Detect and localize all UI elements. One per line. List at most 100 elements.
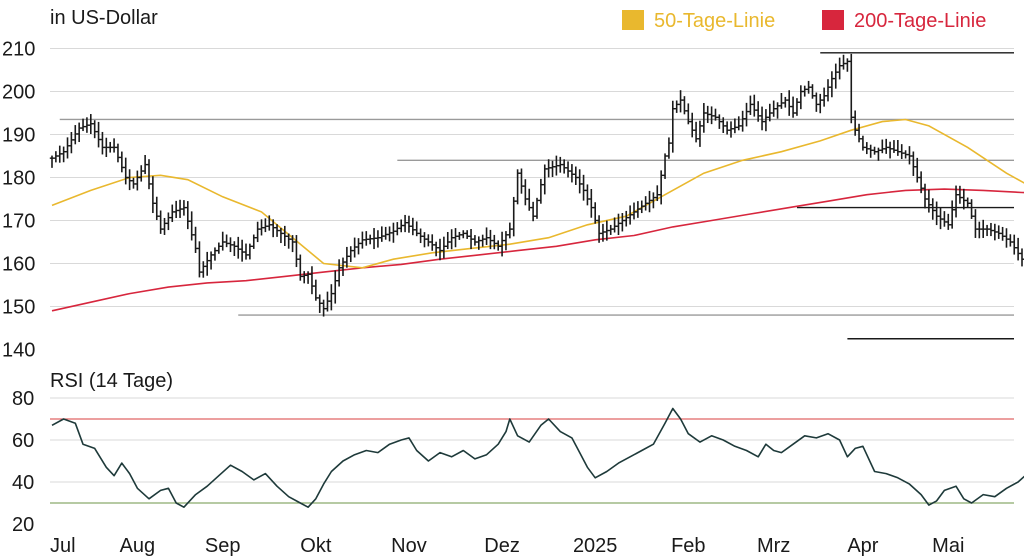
price-bar [876,147,881,161]
price-bar [523,179,528,206]
price-bar [996,225,1001,239]
x-tick-label: Mai [932,535,964,557]
price-bar [49,155,55,168]
price-bar [492,234,497,250]
price-bar [511,196,516,237]
price-bar [197,241,202,278]
price-bar [309,266,315,295]
price-bar [177,199,183,218]
price-bar [1019,248,1024,267]
price-bar [798,85,804,110]
price-bar [515,169,520,205]
price-bar [988,222,994,237]
price-bar [833,63,838,89]
legend-swatch-sma200 [822,10,844,30]
price-bar [193,226,198,253]
price-bar [282,225,287,246]
price-bar [860,135,866,151]
price-bar [542,164,547,195]
price-bar [724,121,730,135]
price-bar [790,96,796,118]
price-bar [977,221,982,239]
price-bar [519,168,524,194]
price-bar [915,157,920,183]
price-bar [472,235,478,246]
price-bar [643,196,648,211]
price-bar [313,279,319,301]
price-bar [88,114,93,135]
price-bar [127,169,132,191]
price-bar [759,106,765,131]
price-bar [849,53,854,124]
price-bar [453,228,458,248]
price-bar [946,213,951,230]
price-bar [321,299,326,317]
price-bar [158,210,163,234]
price-bar [624,210,629,227]
price-bar [771,100,776,117]
price-tick-label: 190 [2,125,35,147]
x-tick-label: Apr [847,535,878,557]
price-bar [189,211,194,241]
price-bar [352,237,357,258]
price-bar [247,243,253,260]
price-bar [302,271,307,284]
price-tick-label: 140 [2,340,35,362]
price-bar [697,120,703,147]
price-bar [375,230,381,248]
price-bar [880,139,885,154]
x-tick-label: Dez [484,535,520,557]
price-bar [930,198,935,220]
rsi-series-line [51,407,1024,508]
price-bar [709,106,714,125]
price-bar [938,207,943,230]
tick-labels: 140 150 160 170 180 190 200 210 20 40 60 80 Jul Aug Se… [2,39,964,558]
price-bar [953,185,959,218]
price-bar [457,231,462,240]
price-bar [585,184,590,206]
price-bar [573,166,578,185]
price-bar [216,242,222,254]
price-bar [1000,226,1005,241]
price-bar [131,177,136,189]
price-bar [484,227,489,245]
price-bar [682,96,687,115]
price-tick-label: 170 [2,211,35,233]
price-bar [371,228,377,250]
price-bar [146,159,152,190]
x-tick-label: 2025 [573,535,618,557]
price-bar [903,150,908,159]
price-bar [957,185,963,204]
price-bar [728,121,734,138]
price-bar [825,79,831,102]
price-bar [383,226,388,240]
price-bar [748,95,753,115]
price-bar [693,121,699,143]
legend-label-sma200: 200-Tage-Linie [854,10,986,32]
x-tick-label: Jul [50,535,76,557]
price-bar [61,146,66,163]
price-bar [379,226,384,242]
price-bar [981,219,986,238]
price-bar [108,141,113,153]
price-bar [76,122,82,143]
price-bar [973,209,978,238]
price-bar [255,221,260,243]
price-bar [154,196,159,221]
price-bar [236,236,241,259]
price-bar [364,231,369,246]
price-bar [422,232,427,248]
price-bar [100,131,105,155]
price-bar [344,246,350,268]
price-bar [561,159,567,174]
price-bar [550,160,555,178]
price-bar [232,241,237,257]
legend-swatch-sma50 [622,10,644,30]
x-tick-label: Aug [120,535,156,557]
price-bar [119,151,125,173]
price-tick-label: 150 [2,297,35,319]
price-bar [418,228,423,244]
price-bar [57,145,62,163]
x-tick-label: Feb [671,535,705,557]
price-bar [239,239,245,262]
